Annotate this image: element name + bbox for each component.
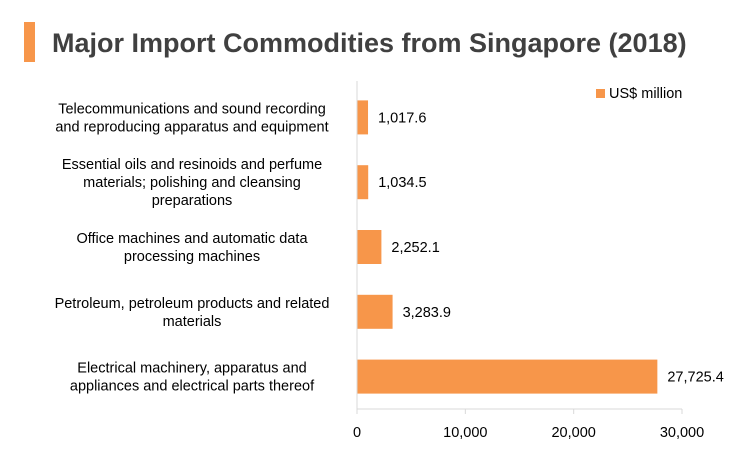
chart-title: Major Import Commodities from Singapore … [52,28,687,58]
category-label-2-line-3: preparations [152,193,233,209]
data-label-3: 2,252.1 [391,240,439,256]
bar-4 [357,294,393,329]
x-tick-label-4: 30,000 [660,425,704,441]
category-label-3-line-2: processing machines [124,249,260,265]
legend-label: US$ million [609,86,682,102]
category-label-5-line-2: appliances and electrical parts thereof [70,379,315,395]
bar-1 [357,100,369,135]
data-label-2: 1,034.5 [378,175,426,191]
bar-3 [357,230,382,264]
category-label-1-line-1: Telecommunications and sound recording [58,101,326,117]
title-accent-bar [24,22,35,62]
category-label-3-line-1: Office machines and automatic data [76,231,308,247]
category-label-2-line-2: materials; polishing and cleansing [83,175,301,191]
bar-5 [357,359,658,394]
x-tick-label-2: 10,000 [443,425,487,441]
data-label-4: 3,283.9 [403,305,451,321]
category-label-5-line-1: Electrical machinery, apparatus and [77,361,306,377]
data-label-5: 27,725.4 [667,370,723,386]
category-label-2-line-1: Essential oils and resinoids and perfume [62,157,322,173]
bar-2 [357,165,369,200]
category-label-1-line-2: and reproducing apparatus and equipment [55,119,328,135]
x-tick-label-1: 0 [353,425,361,441]
x-tick-label-3: 20,000 [551,425,595,441]
legend-swatch [596,89,605,98]
category-label-4-line-2: materials [163,314,222,330]
data-label-1: 1,017.6 [378,110,426,126]
category-label-4-line-1: Petroleum, petroleum products and relate… [55,296,330,312]
